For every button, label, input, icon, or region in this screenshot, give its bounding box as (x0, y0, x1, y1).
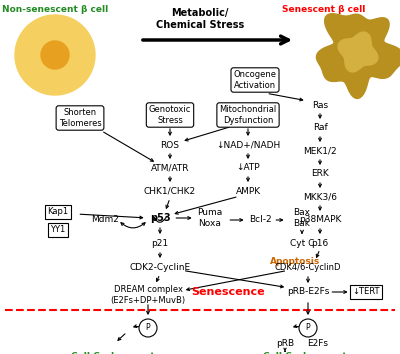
Text: Metabolic/
Chemical Stress: Metabolic/ Chemical Stress (156, 8, 244, 30)
Circle shape (15, 15, 95, 95)
Text: ROS: ROS (160, 141, 180, 149)
Text: p16: p16 (311, 239, 329, 247)
Circle shape (299, 319, 317, 337)
Text: Raf: Raf (313, 124, 327, 132)
Text: p21: p21 (152, 239, 168, 247)
Text: CDK2-CyclinE: CDK2-CyclinE (130, 263, 190, 272)
Text: Bax
Bak: Bax Bak (294, 208, 310, 228)
Text: DREAM complex
(E2Fs+DP+MuvB): DREAM complex (E2Fs+DP+MuvB) (110, 285, 186, 305)
Text: pRB: pRB (276, 338, 294, 348)
Text: Cell Cycle re-entry: Cell Cycle re-entry (71, 352, 165, 354)
Text: p38MAPK: p38MAPK (299, 216, 341, 224)
Text: pRB-E2Fs: pRB-E2Fs (287, 287, 329, 297)
Text: P: P (146, 324, 150, 332)
Text: Apoptosis: Apoptosis (270, 257, 320, 267)
Text: ↓NAD+/NADH: ↓NAD+/NADH (216, 141, 280, 149)
Polygon shape (316, 14, 400, 98)
Text: Ras: Ras (312, 101, 328, 109)
Text: ↓TERT: ↓TERT (352, 287, 380, 297)
Text: ↓ATP: ↓ATP (236, 164, 260, 172)
Text: ATM/ATR: ATM/ATR (151, 164, 189, 172)
Text: Senescence: Senescence (191, 287, 265, 297)
Text: Shorten
Telomeres: Shorten Telomeres (59, 108, 101, 128)
Text: ERK: ERK (311, 170, 329, 178)
Text: Cyt C: Cyt C (290, 239, 314, 247)
Text: MEK1/2: MEK1/2 (303, 147, 337, 155)
Text: Oncogene
Activation: Oncogene Activation (234, 70, 276, 90)
Text: YY1: YY1 (50, 225, 66, 234)
Polygon shape (338, 32, 378, 72)
Circle shape (139, 319, 157, 337)
Text: Mdm2: Mdm2 (91, 216, 119, 224)
Text: p53: p53 (150, 213, 170, 223)
Text: Non-senescent β cell: Non-senescent β cell (2, 5, 108, 14)
Text: MKK3/6: MKK3/6 (303, 193, 337, 201)
Text: E2Fs: E2Fs (308, 338, 328, 348)
Text: Bcl-2: Bcl-2 (249, 216, 271, 224)
Text: Senescent β cell: Senescent β cell (282, 5, 365, 14)
Text: Cell Cycle re-entry: Cell Cycle re-entry (263, 352, 357, 354)
Text: P: P (306, 324, 310, 332)
Text: Mitochondrial
Dysfunction: Mitochondrial Dysfunction (219, 105, 277, 125)
Text: Genotoxic
Stress: Genotoxic Stress (149, 105, 191, 125)
Text: CHK1/CHK2: CHK1/CHK2 (144, 187, 196, 195)
Text: Puma
Noxa: Puma Noxa (197, 208, 223, 228)
Circle shape (41, 41, 69, 69)
Text: CDK4/6-CyclinD: CDK4/6-CyclinD (275, 263, 341, 272)
Text: AMPK: AMPK (236, 187, 260, 195)
Text: Kap1: Kap1 (48, 207, 68, 217)
